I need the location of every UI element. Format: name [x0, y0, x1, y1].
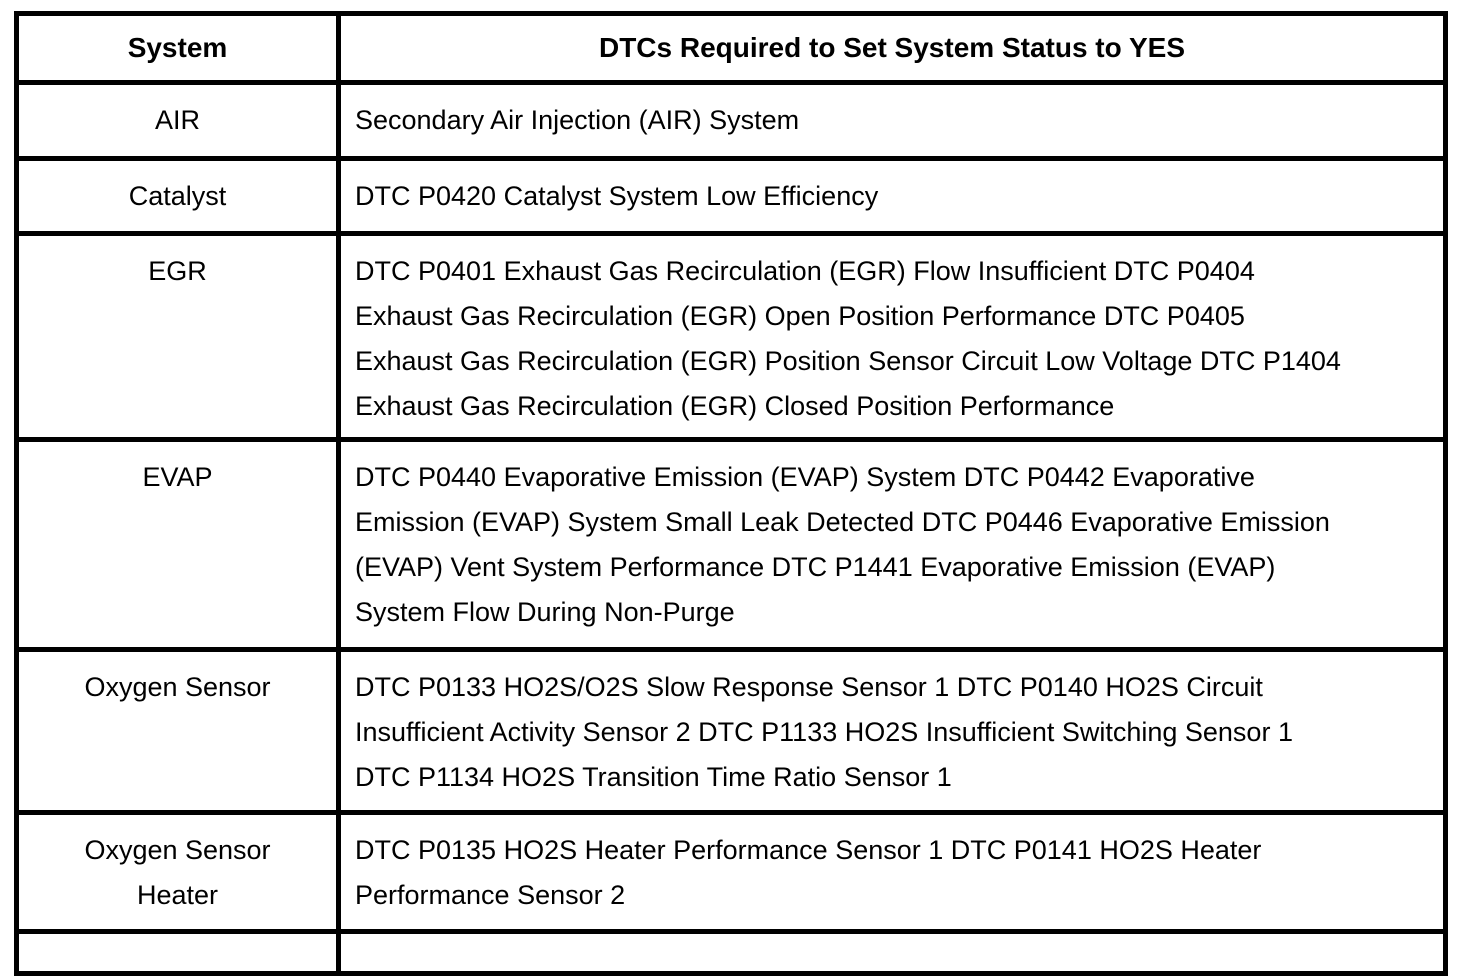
column-header-system-label: System	[127, 32, 228, 63]
system-label: EVAP	[142, 462, 213, 492]
system-cell: Oxygen Sensor Heater	[14, 810, 341, 934]
dtc-text: DTC P0420 Catalyst System Low Efficiency	[355, 181, 879, 211]
dtc-text: DTC P0401 Exhaust Gas Recirculation (EGR…	[355, 256, 1341, 421]
dtc-text: Secondary Air Injection (AIR) System	[355, 105, 800, 135]
system-cell: Oxygen Sensor	[14, 647, 341, 815]
system-cell: Catalyst	[14, 156, 341, 236]
dtc-cell: DTC P0401 Exhaust Gas Recirculation (EGR…	[336, 231, 1448, 442]
system-cell: AIR	[14, 80, 341, 161]
system-cell	[14, 929, 341, 976]
system-label: EGR	[148, 256, 207, 286]
dtc-text: DTC P0440 Evaporative Emission (EVAP) Sy…	[355, 462, 1330, 627]
system-label: Catalyst	[128, 181, 227, 211]
system-cell: EGR	[14, 231, 341, 442]
system-cell: EVAP	[14, 437, 341, 652]
table-row-air: AIR Secondary Air Injection (AIR) System	[14, 80, 1448, 161]
column-header-dtcs: DTCs Required to Set System Status to YE…	[336, 11, 1448, 85]
system-label: Oxygen Sensor Heater	[84, 835, 271, 910]
table-row-partial-cutoff	[14, 929, 1448, 976]
dtc-cell: DTC P0440 Evaporative Emission (EVAP) Sy…	[336, 437, 1448, 652]
table-row-egr: EGR DTC P0401 Exhaust Gas Recirculation …	[14, 231, 1448, 442]
dtc-status-table: System DTCs Required to Set System Statu…	[14, 11, 1448, 976]
table-row-oxygen-sensor: Oxygen Sensor DTC P0133 HO2S/O2S Slow Re…	[14, 647, 1448, 815]
column-header-dtcs-label: DTCs Required to Set System Status to YE…	[598, 32, 1186, 63]
dtc-cell: Secondary Air Injection (AIR) System	[336, 80, 1448, 161]
dtc-cell	[336, 929, 1448, 976]
table-row-oxygen-sensor-heater: Oxygen Sensor Heater DTC P0135 HO2S Heat…	[14, 810, 1448, 934]
dtc-cell: DTC P0133 HO2S/O2S Slow Response Sensor …	[336, 647, 1448, 815]
table-row-evap: EVAP DTC P0440 Evaporative Emission (EVA…	[14, 437, 1448, 652]
column-header-system: System	[14, 11, 341, 85]
table-header-row: System DTCs Required to Set System Statu…	[14, 11, 1448, 85]
table-row-catalyst: Catalyst DTC P0420 Catalyst System Low E…	[14, 156, 1448, 236]
dtc-cell: DTC P0420 Catalyst System Low Efficiency	[336, 156, 1448, 236]
dtc-text: DTC P0135 HO2S Heater Performance Sensor…	[355, 835, 1262, 910]
dtc-text: DTC P0133 HO2S/O2S Slow Response Sensor …	[355, 672, 1293, 792]
system-label: Oxygen Sensor	[84, 672, 271, 702]
dtc-cell: DTC P0135 HO2S Heater Performance Sensor…	[336, 810, 1448, 934]
system-label: AIR	[154, 105, 200, 135]
